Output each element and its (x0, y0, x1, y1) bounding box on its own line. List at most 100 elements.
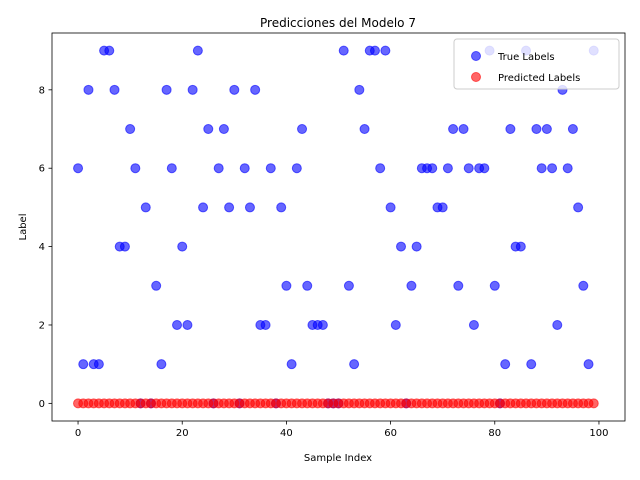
chart-title: Predicciones del Modelo 7 (260, 16, 416, 30)
point-true-labels (500, 359, 511, 370)
legend: True Labels Predicted Labels (453, 38, 620, 90)
plot-frame (51, 32, 626, 422)
point-true-labels (244, 202, 255, 213)
point-true-labels (562, 163, 573, 174)
point-true-labels (375, 163, 386, 174)
point-true-labels (78, 359, 89, 370)
legend-marker-true-labels (471, 51, 481, 61)
x-tick-label: 60 (384, 428, 397, 439)
point-true-labels (140, 202, 151, 213)
point-true-labels (354, 84, 365, 95)
point-true-labels (531, 124, 542, 135)
point-true-labels (515, 241, 526, 252)
point-true-labels (260, 319, 271, 330)
point-true-labels (177, 241, 188, 252)
point-true-labels (536, 163, 547, 174)
point-true-labels (411, 241, 422, 252)
point-true-labels (218, 124, 229, 135)
point-predicted-labels (588, 398, 599, 409)
point-true-labels (213, 163, 224, 174)
point-true-labels (73, 163, 84, 174)
point-true-labels (286, 359, 297, 370)
point-true-labels (198, 202, 209, 213)
point-true-labels (505, 124, 516, 135)
point-true-labels (573, 202, 584, 213)
y-tick-label: 8 (39, 85, 45, 96)
point-true-labels (93, 359, 104, 370)
point-true-labels (187, 84, 198, 95)
point-true-labels (192, 45, 203, 56)
point-true-labels (229, 84, 240, 95)
point-true-labels (578, 280, 589, 291)
x-tick-label: 0 (75, 428, 81, 439)
point-true-labels (369, 45, 380, 56)
x-tick-label: 20 (176, 428, 189, 439)
x-tick-label: 40 (280, 428, 293, 439)
y-tick-label: 2 (39, 320, 45, 331)
point-true-labels (489, 280, 500, 291)
point-true-labels (385, 202, 396, 213)
point-true-labels (156, 359, 167, 370)
point-true-labels (526, 359, 537, 370)
point-true-labels (396, 241, 407, 252)
y-axis-label: Label (18, 214, 29, 241)
point-true-labels (427, 163, 438, 174)
point-true-labels (458, 124, 469, 135)
point-true-labels (125, 124, 136, 135)
points-layer (73, 45, 599, 409)
y-tick-label: 0 (39, 399, 45, 410)
point-true-labels (448, 124, 459, 135)
point-true-labels (349, 359, 360, 370)
y-axis: 0 2 4 6 8 (39, 85, 52, 410)
point-true-labels (437, 202, 448, 213)
point-true-labels (552, 319, 563, 330)
point-true-labels (291, 163, 302, 174)
point-true-labels (317, 319, 328, 330)
x-axis: 0 20 40 60 80 100 (75, 421, 609, 439)
point-true-labels (276, 202, 287, 213)
point-true-labels (250, 84, 261, 95)
legend-label-predicted-labels: Predicted Labels (498, 73, 580, 84)
point-true-labels (119, 241, 130, 252)
point-true-labels (442, 163, 453, 174)
point-true-labels (567, 124, 578, 135)
x-axis-label: Sample Index (304, 453, 372, 464)
x-tick-label: 80 (488, 428, 501, 439)
point-true-labels (166, 163, 177, 174)
point-true-labels (182, 319, 193, 330)
point-true-labels (343, 280, 354, 291)
point-true-labels (83, 84, 94, 95)
point-true-labels (338, 45, 349, 56)
point-true-labels (479, 163, 490, 174)
legend-marker-predicted-labels (471, 72, 481, 82)
point-true-labels (203, 124, 214, 135)
point-true-labels (463, 163, 474, 174)
point-true-labels (224, 202, 235, 213)
point-true-labels (109, 84, 120, 95)
point-true-labels (161, 84, 172, 95)
point-true-labels (239, 163, 250, 174)
y-tick-label: 4 (39, 242, 45, 253)
point-true-labels (547, 163, 558, 174)
legend-label-true-labels: True Labels (497, 52, 555, 63)
y-tick-label: 6 (39, 164, 45, 175)
point-true-labels (390, 319, 401, 330)
point-true-labels (583, 359, 594, 370)
point-true-labels (281, 280, 292, 291)
point-true-labels (130, 163, 141, 174)
point-true-labels (151, 280, 162, 291)
point-true-labels (380, 45, 391, 56)
point-true-labels (297, 124, 308, 135)
point-true-labels (406, 280, 417, 291)
point-true-labels (468, 319, 479, 330)
legend-box (453, 38, 620, 90)
point-true-labels (541, 124, 552, 135)
point-true-labels (359, 124, 370, 135)
point-true-labels (453, 280, 464, 291)
point-true-labels (104, 45, 115, 56)
x-tick-label: 100 (589, 428, 608, 439)
point-true-labels (302, 280, 313, 291)
point-true-labels (265, 163, 276, 174)
point-true-labels (172, 319, 183, 330)
